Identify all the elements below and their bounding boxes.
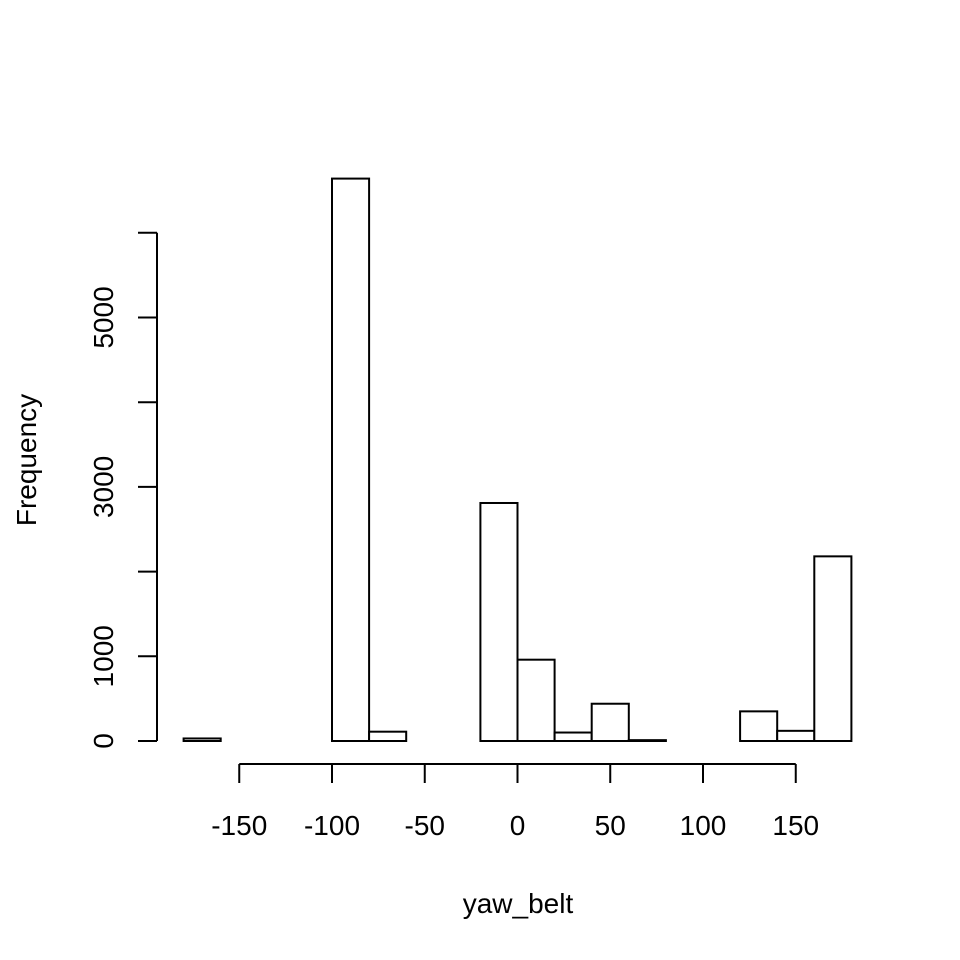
histogram-bar <box>331 177 371 743</box>
y-tick-label: 3000 <box>88 456 119 518</box>
x-tick-label: 100 <box>680 810 727 841</box>
y-tick-label: 1000 <box>88 625 119 687</box>
x-tick-label: 50 <box>595 810 626 841</box>
histogram-bar <box>627 739 667 743</box>
histogram-bar <box>182 737 222 742</box>
x-axis-title: yaw_belt <box>463 888 574 919</box>
y-tick-label: 5000 <box>88 286 119 348</box>
y-tick-label: 0 <box>88 733 119 749</box>
x-tick-label: -150 <box>211 810 267 841</box>
histogram-bar <box>553 731 593 743</box>
histogram-bar <box>368 730 408 742</box>
bars-group <box>182 177 853 743</box>
histogram-bar <box>739 710 779 742</box>
x-axis: -150 -100 -50 0 50 100 150 <box>211 763 819 841</box>
histogram-bar <box>479 501 519 743</box>
histogram-bar <box>516 658 556 742</box>
x-tick-label: 150 <box>772 810 819 841</box>
histogram-bar <box>813 555 853 742</box>
x-tick-label: 0 <box>510 810 526 841</box>
y-axis-title: Frequency <box>11 394 42 526</box>
histogram-bar <box>776 729 816 742</box>
x-tick-label: -50 <box>405 810 445 841</box>
histogram-bar <box>590 702 630 742</box>
y-axis: 0 1000 3000 5000 <box>88 231 158 749</box>
x-tick-label: -100 <box>304 810 360 841</box>
